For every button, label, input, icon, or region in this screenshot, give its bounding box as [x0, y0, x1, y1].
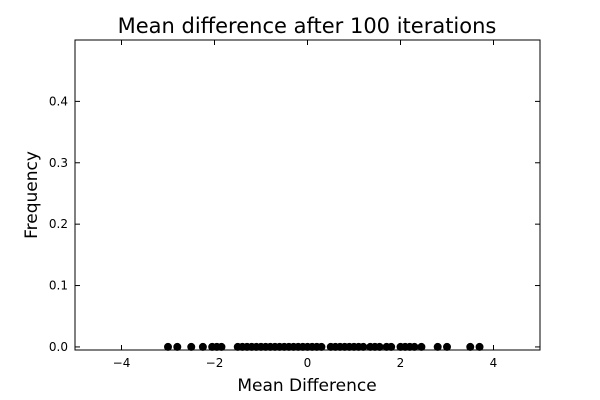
data-point	[433, 342, 442, 351]
data-point	[359, 342, 368, 351]
y-tick-label: 0.0	[49, 340, 68, 354]
x-tick-label: 0	[304, 356, 312, 370]
ticks-layer: −4 −2 0 2 4 0.0 0.1 0.2 0.3 0.4	[49, 40, 540, 370]
data-point	[198, 342, 207, 351]
y-tick-label: 0.2	[49, 217, 68, 231]
data-point	[387, 342, 396, 351]
points-layer	[164, 342, 484, 351]
data-point	[410, 342, 419, 351]
y-axis-label: Frequency	[22, 151, 42, 239]
data-point	[443, 342, 451, 351]
data-point	[173, 342, 182, 351]
y-tick-label: 0.1	[49, 279, 68, 293]
plot-frame	[74, 39, 541, 351]
data-point	[317, 342, 326, 351]
data-point	[417, 342, 426, 351]
y-tick-label: 0.3	[49, 156, 68, 170]
data-point	[475, 342, 484, 351]
chart-title: Mean difference after 100 iterations	[118, 14, 497, 38]
x-tick-label: 2	[397, 356, 405, 370]
y-tick-label: 0.4	[49, 94, 68, 108]
data-point	[375, 342, 384, 351]
x-tick-label: −4	[113, 356, 131, 370]
x-tick-label: −2	[206, 356, 224, 370]
data-point	[187, 342, 196, 351]
x-axis-label: Mean Difference	[237, 376, 376, 396]
data-point	[217, 342, 226, 351]
data-point	[466, 342, 475, 351]
x-tick-label: 4	[490, 356, 498, 370]
data-point	[164, 342, 172, 351]
